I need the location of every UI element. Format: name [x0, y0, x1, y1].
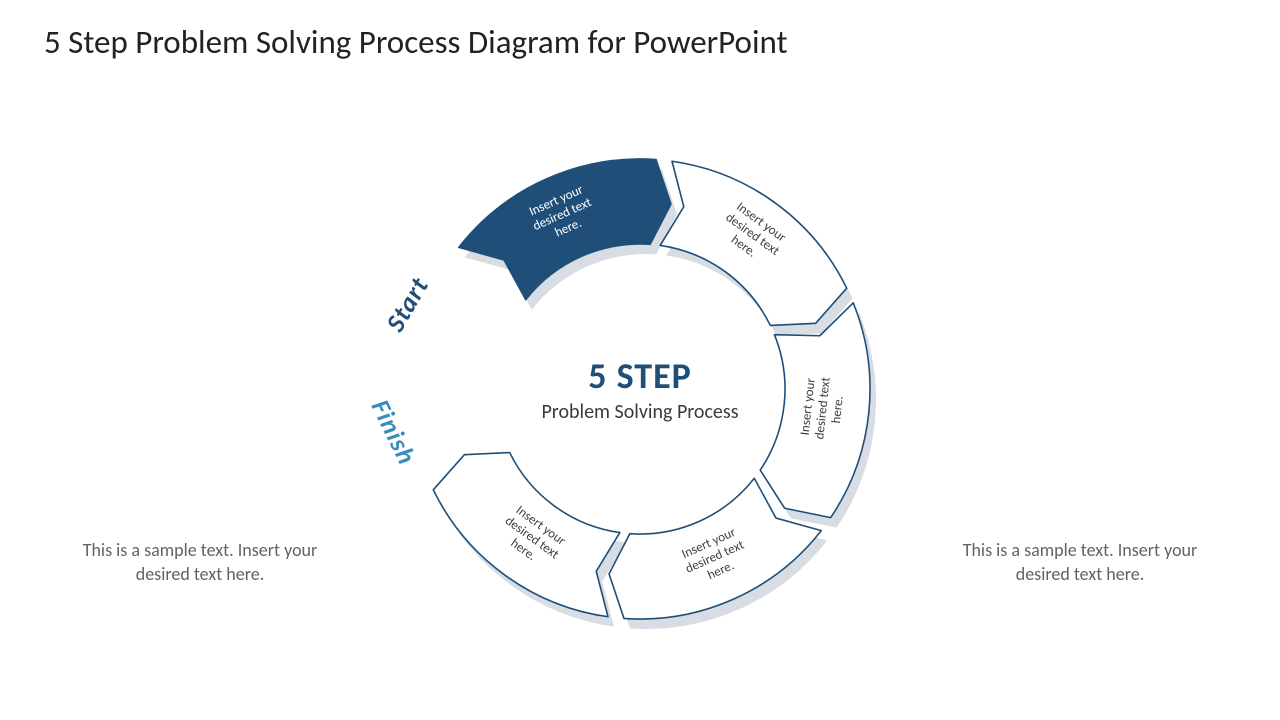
sample-text-right: This is a sample text. Insert your desir…	[950, 538, 1210, 587]
slide-title: 5 Step Problem Solving Process Diagram f…	[44, 22, 788, 62]
center-label: 5 STEP Problem Solving Process	[525, 354, 755, 424]
center-title-small: Problem Solving Process	[525, 400, 755, 424]
center-title-big: 5 STEP	[525, 354, 755, 398]
sample-text-left: This is a sample text. Insert your desir…	[70, 538, 330, 587]
diagram-stage: Insert yourdesired texthere.Insert yourd…	[360, 109, 920, 669]
